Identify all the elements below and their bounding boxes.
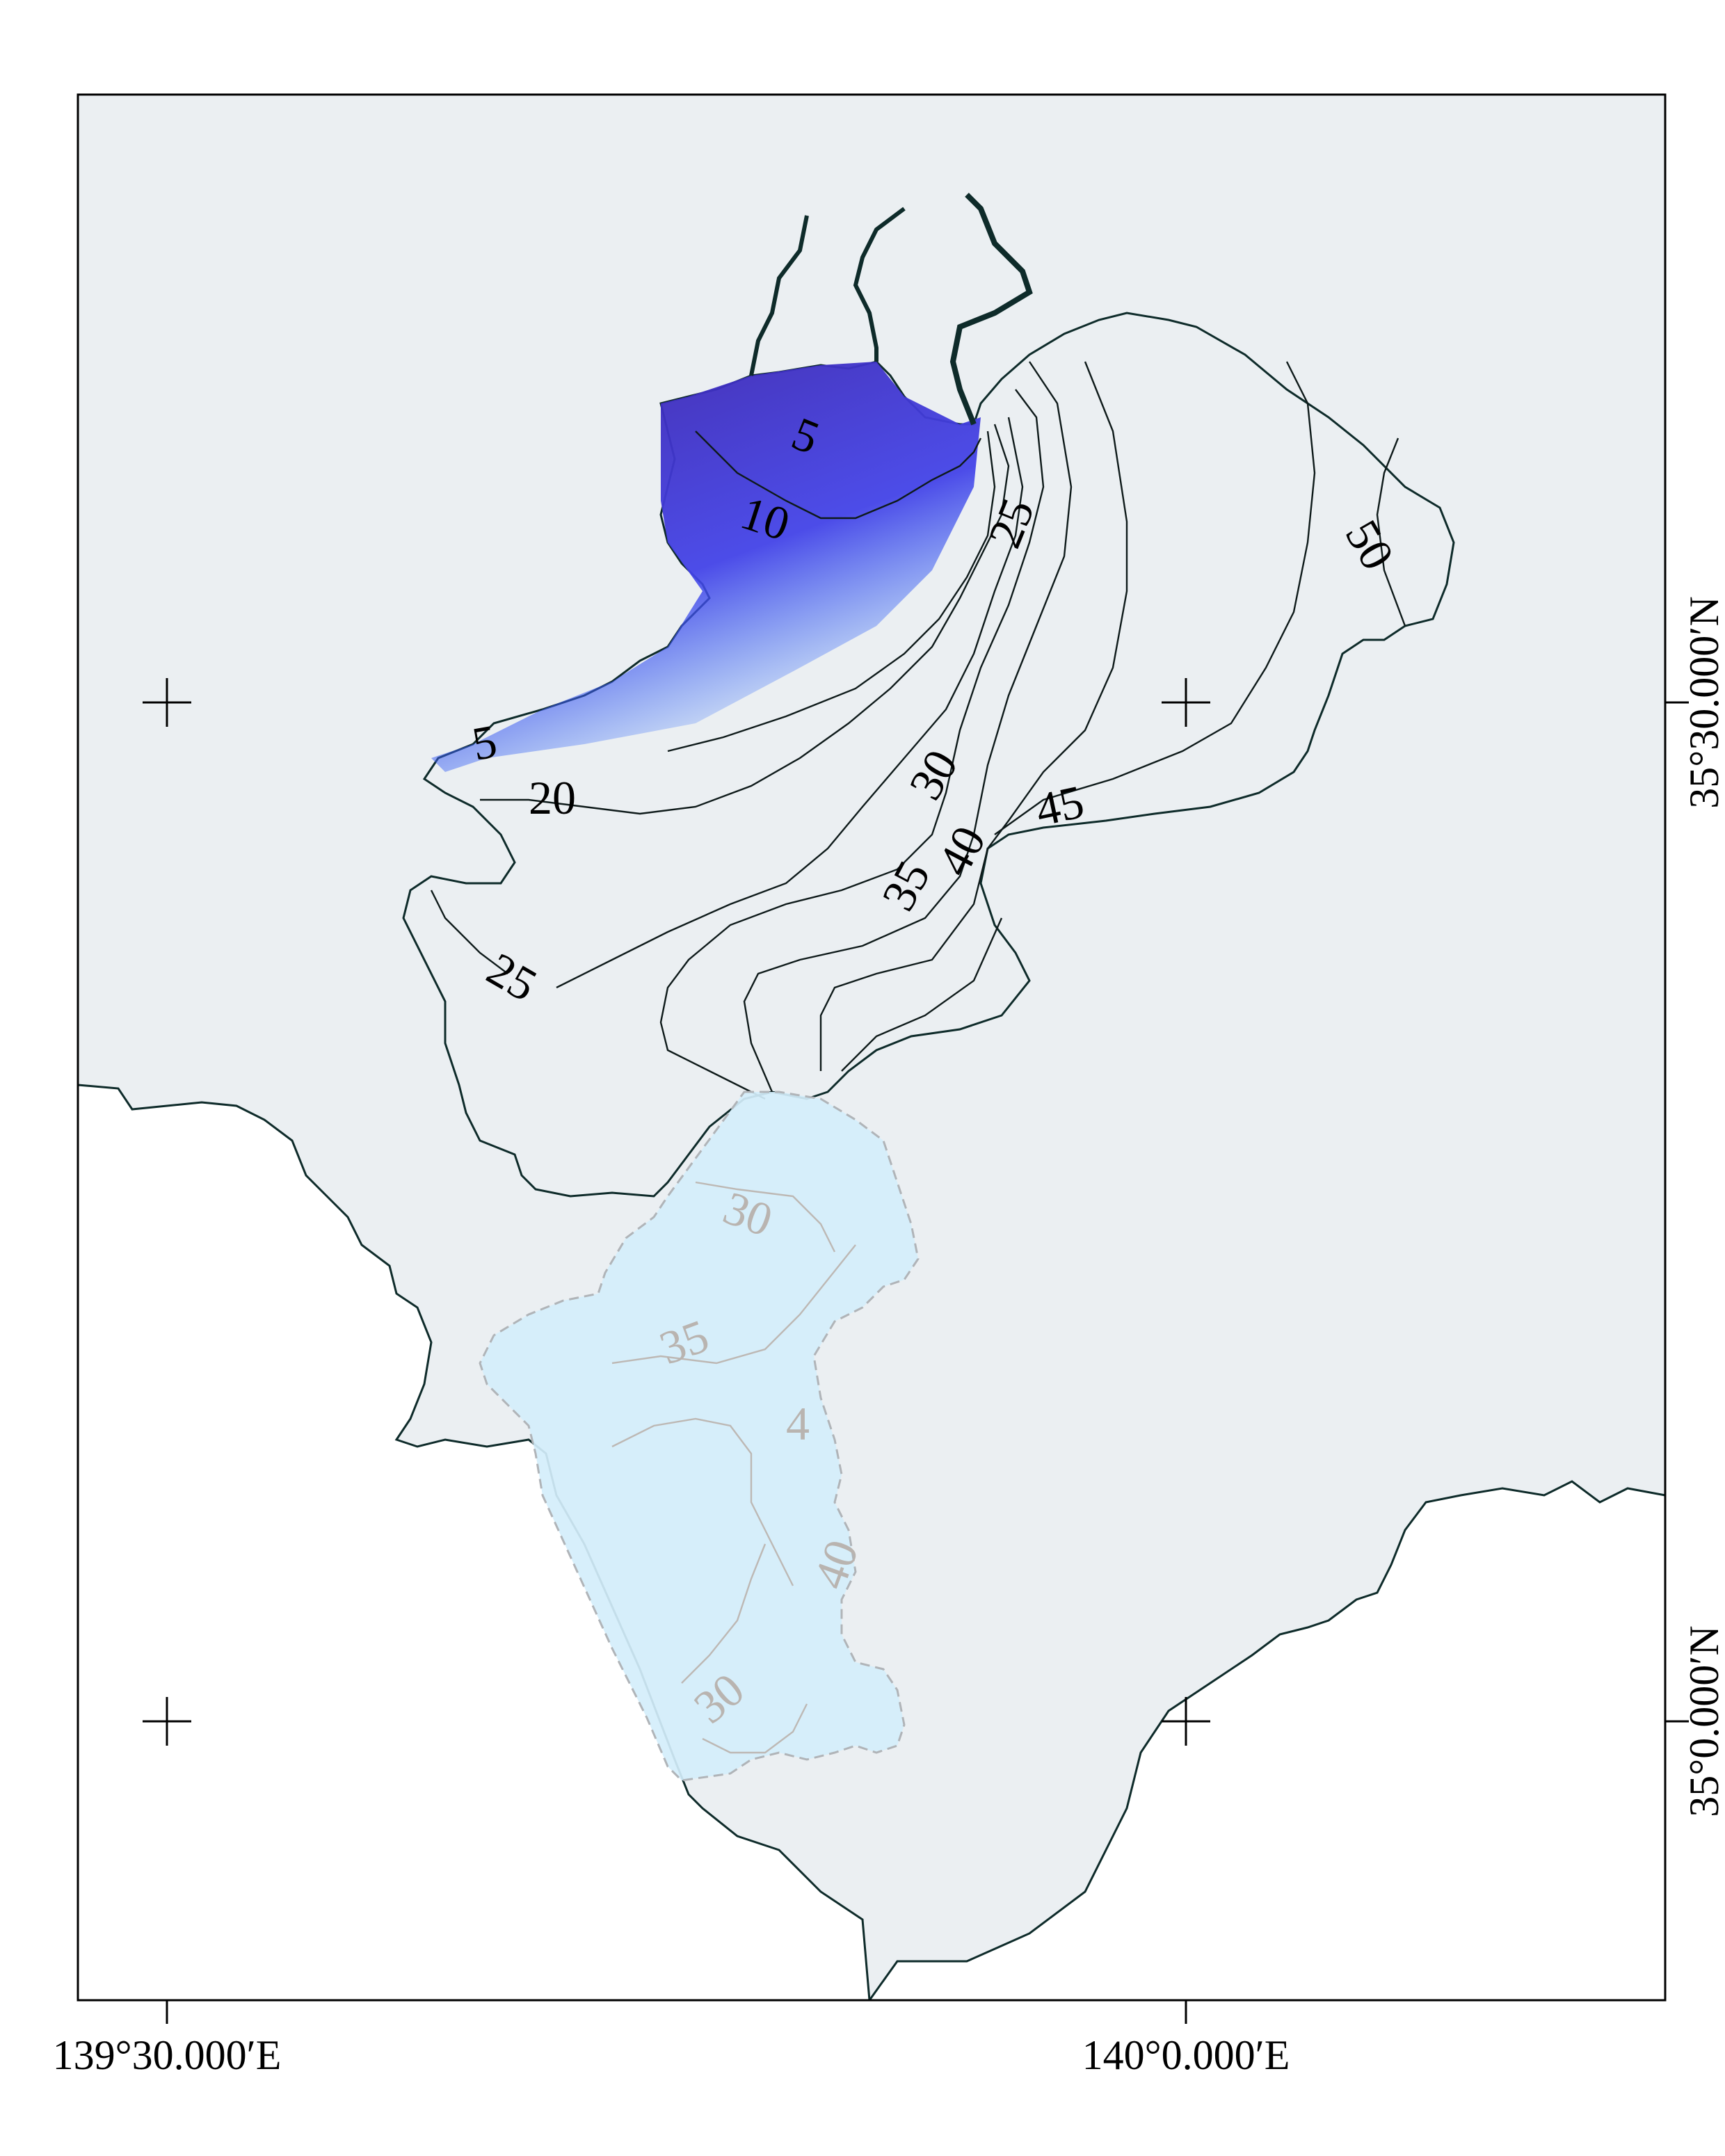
river-middle — [853, 207, 906, 362]
contour-label: 20 — [529, 771, 576, 824]
bay-low-zone — [431, 362, 981, 772]
map-frame — [77, 93, 1667, 2002]
x-tick-label: 140°0.000′E — [1082, 2032, 1290, 2078]
river-east — [949, 193, 1033, 426]
contour-lines — [430, 361, 1406, 1100]
faded-contour-label: 4 — [786, 1397, 810, 1450]
y-tick-label: 35°0.000′N — [1681, 1625, 1725, 1817]
axis-ticks — [166, 701, 1689, 2024]
graticule-crosses — [143, 678, 1210, 1746]
y-tick-label: 35°30.000′N — [1681, 596, 1725, 808]
contour-label: 45 — [1031, 775, 1088, 836]
x-tick-label: 139°30.000′E — [53, 2032, 282, 2078]
river-west — [749, 215, 809, 376]
land-boso-peninsula — [867, 1480, 1667, 2002]
masked-contours — [611, 1181, 856, 1754]
masked-region — [479, 1091, 920, 1782]
